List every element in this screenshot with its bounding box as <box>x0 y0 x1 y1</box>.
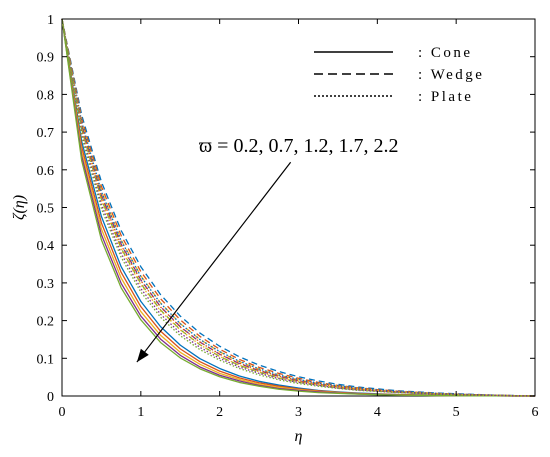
annotation-label: ϖ = 0.2, 0.7, 1.2, 1.7, 2.2 <box>199 135 398 157</box>
y-tick-label: 0.1 <box>37 352 55 367</box>
y-tick-label: 0.4 <box>37 239 55 254</box>
x-tick-label: 2 <box>216 405 223 420</box>
plot-frame <box>61 18 536 397</box>
y-axis-label: ζ(η) <box>11 195 28 220</box>
legend-label-plate: : Plate <box>418 89 473 105</box>
y-tick-label: 1 <box>47 13 54 28</box>
legend-label-cone: : Cone <box>418 45 473 61</box>
x-tick-label: 4 <box>374 405 381 420</box>
series-wedge-0_2 <box>61 18 536 397</box>
y-tick-label: 0.9 <box>37 51 55 66</box>
x-tick-label: 3 <box>295 405 302 420</box>
annotation-arrow <box>136 161 292 363</box>
y-tick-label: 0 <box>47 390 54 405</box>
x-tick-label: 1 <box>137 405 144 420</box>
x-axis-ticks: 0 1 2 3 4 5 6 <box>59 19 539 420</box>
legend: : Cone : Wedge : Plate <box>314 45 484 105</box>
y-axis-ticks: 0 0.1 0.2 0.3 0.4 0.5 0.6 0.7 0.8 0.9 1 <box>37 13 535 405</box>
x-tick-label: 5 <box>453 405 460 420</box>
x-tick-label: 0 <box>59 405 66 420</box>
y-tick-label: 0.8 <box>37 88 55 103</box>
y-tick-label: 0.5 <box>37 202 55 217</box>
series-plate-1_2 <box>61 18 536 397</box>
y-tick-label: 0.2 <box>37 315 55 330</box>
legend-label-wedge: : Wedge <box>418 67 484 83</box>
parameter-annotation: ϖ = 0.2, 0.7, 1.2, 1.7, 2.2 <box>136 135 398 363</box>
x-axis-label: η <box>295 428 303 445</box>
y-tick-label: 0.3 <box>37 277 55 292</box>
y-tick-label: 0.7 <box>37 126 55 141</box>
annotation-arrowhead <box>136 348 149 363</box>
x-tick-label: 6 <box>532 405 539 420</box>
y-tick-label: 0.6 <box>37 164 55 179</box>
plot-area: 0 1 2 3 4 5 6 0 0.1 0.2 0.3 0.4 0.5 0.6 0.7 0.8 0.9 1 <box>37 13 539 420</box>
